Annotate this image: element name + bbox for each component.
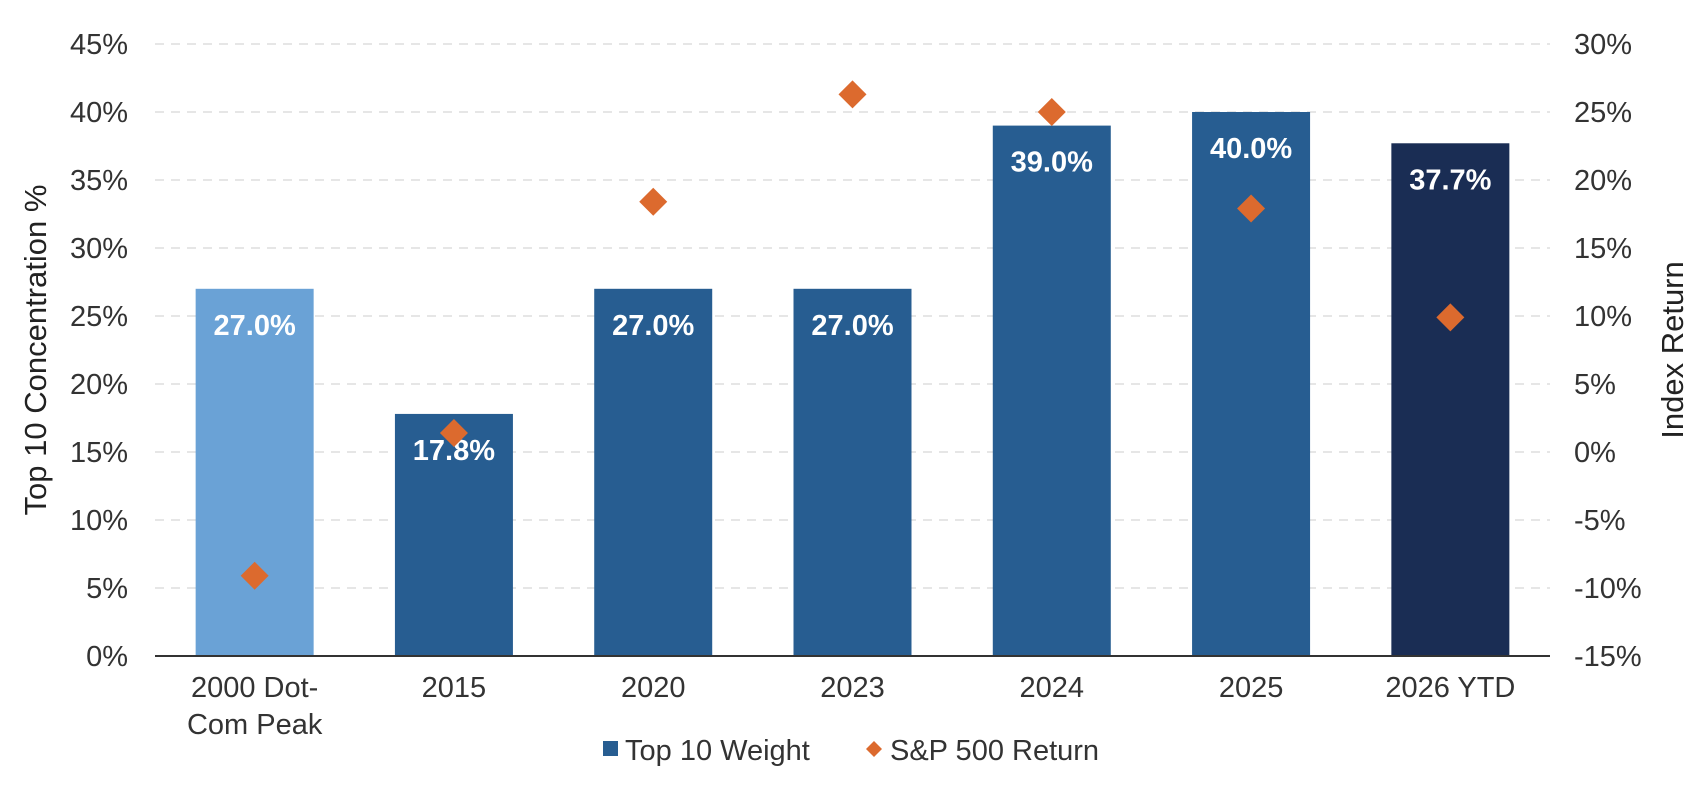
category-label: 2026 YTD: [1385, 672, 1515, 704]
bar-top-10-weight: [195, 288, 314, 656]
bar-value-label: 27.0%: [612, 310, 694, 342]
left-axis-ticks: 0% 5% 10% 15% 20% 25% 30% 35% 40% 45%: [70, 29, 128, 673]
right-tick-label: -10%: [1574, 573, 1642, 605]
right-tick-label: 10%: [1574, 301, 1632, 333]
right-axis-title: Index Return: [1655, 261, 1690, 439]
diamond-marker-sp500-return: [838, 80, 867, 109]
right-tick-label: 25%: [1574, 97, 1632, 129]
bar-value-label: 37.7%: [1409, 164, 1491, 196]
left-tick-label: 40%: [70, 97, 128, 129]
diamond-marker-sp500-return: [1237, 194, 1266, 223]
category-label: 2023: [820, 672, 885, 704]
bar-value-label: 27.0%: [811, 310, 893, 342]
left-tick-label: 15%: [70, 437, 128, 469]
bar-top-10-weight: [1192, 112, 1311, 656]
diamond-marker-sp500-return: [240, 561, 269, 590]
bar-value-label: 39.0%: [1011, 147, 1093, 179]
bars-top-10-weight: [195, 112, 1510, 657]
left-tick-label: 5%: [86, 573, 128, 605]
diamond-marker-sp500-return: [1037, 98, 1066, 126]
right-tick-label: -5%: [1574, 505, 1626, 537]
legend-label-sp500-return: S&P 500 Return: [890, 735, 1099, 767]
right-tick-label: -15%: [1574, 641, 1642, 673]
bar-value-label: 40.0%: [1210, 133, 1292, 165]
legend-label-top-10-weight: Top 10 Weight: [625, 735, 810, 767]
category-label: 2020: [621, 672, 686, 704]
gridlines: [155, 43, 1550, 589]
category-labels: 2000 Dot-Com Peak 2015 2020 2023 2024 2025 202…: [187, 672, 1515, 741]
left-tick-label: 20%: [70, 369, 128, 401]
markers-sp500-return: [240, 80, 1465, 590]
bar-top-10-weight: [1391, 143, 1510, 656]
bar-top-10-weight: [992, 125, 1111, 657]
right-tick-label: 15%: [1574, 233, 1632, 265]
left-tick-label: 25%: [70, 301, 128, 333]
bar-data-labels: 27.0%17.8%27.0% 27.0%39.0% 40.0%37.7%: [214, 133, 1492, 467]
bar-value-label: 27.0%: [214, 310, 296, 342]
left-tick-label: 35%: [70, 165, 128, 197]
legend-square-marker: [603, 741, 618, 756]
diamond-marker-sp500-return: [439, 418, 468, 447]
category-label: 2024: [1020, 672, 1085, 704]
category-label: 2000 Dot-Com Peak: [187, 672, 323, 741]
diamond-marker-sp500-return: [1436, 303, 1465, 332]
left-tick-label: 10%: [70, 505, 128, 537]
category-label: 2025: [1219, 672, 1284, 704]
left-axis-title: Top 10 Concentration %: [18, 185, 53, 516]
right-axis-ticks: -15% -10% -5% 0% 5% 10% 15% 20% 25% 30%: [1574, 29, 1642, 673]
diamond-marker-sp500-return: [639, 187, 668, 216]
left-tick-label: 30%: [70, 233, 128, 265]
legend-diamond-marker: [866, 741, 882, 757]
right-tick-label: 20%: [1574, 165, 1632, 197]
right-tick-label: 5%: [1574, 369, 1616, 401]
right-tick-label: 0%: [1574, 437, 1616, 469]
bar-top-10-weight: [594, 288, 713, 656]
bar-top-10-weight: [793, 288, 912, 656]
right-tick-label: 30%: [1574, 29, 1632, 61]
legend: Top 10 Weight S&P 500 Return: [603, 735, 1099, 767]
left-tick-label: 0%: [86, 641, 128, 673]
category-label: 2015: [422, 672, 487, 704]
left-tick-label: 45%: [70, 29, 128, 61]
bar-top-10-weight: [394, 413, 513, 656]
